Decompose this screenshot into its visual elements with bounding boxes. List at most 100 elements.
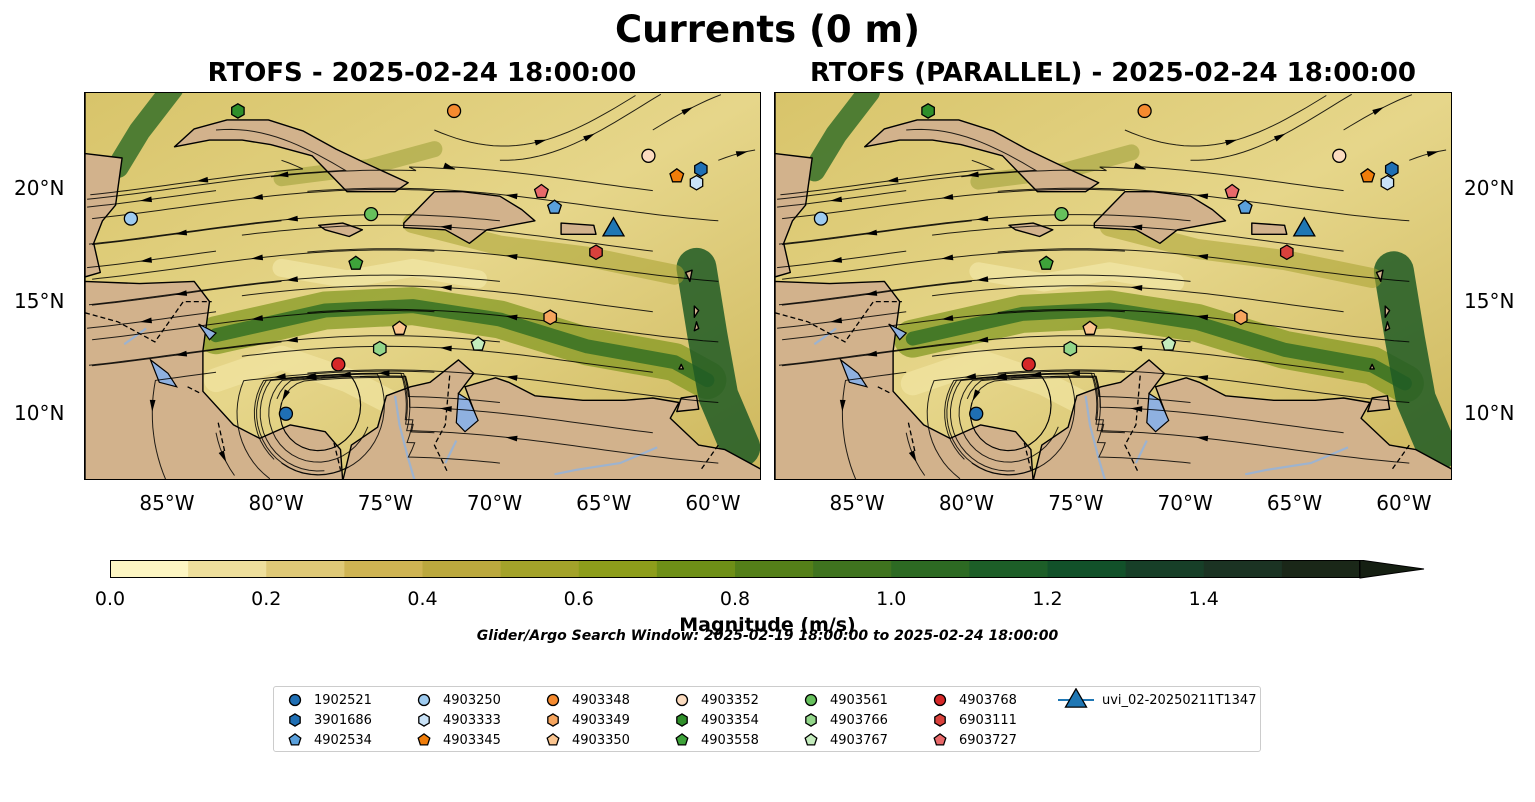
legend-marker[interactable] bbox=[675, 693, 689, 707]
float-marker-4903766[interactable] bbox=[1063, 340, 1078, 357]
legend-marker[interactable] bbox=[934, 713, 946, 727]
legend-label: 1902521 bbox=[314, 692, 372, 708]
float-marker-1902521[interactable] bbox=[969, 406, 984, 421]
circle-marker-icon bbox=[417, 693, 431, 707]
legend-marker[interactable] bbox=[546, 733, 560, 746]
legend-marker[interactable] bbox=[417, 733, 431, 746]
streamlines bbox=[87, 93, 756, 479]
country-border bbox=[85, 300, 212, 343]
legend-marker[interactable] bbox=[417, 693, 431, 707]
river bbox=[1134, 440, 1148, 464]
legend-label: 4903352 bbox=[701, 692, 759, 708]
search-window-note: Glider/Argo Search Window: 2025-02-19 18… bbox=[476, 628, 1059, 644]
float-marker-4902534[interactable] bbox=[546, 199, 563, 214]
country-border bbox=[1391, 444, 1410, 471]
float-marker-4903348[interactable] bbox=[1137, 103, 1152, 119]
float-marker-uvi_02-20250211T1347[interactable] bbox=[1292, 216, 1316, 237]
legend-item: 4903768 bbox=[929, 690, 1017, 710]
float-marker-6903727[interactable] bbox=[1224, 183, 1240, 199]
float-marker-3901686[interactable] bbox=[694, 161, 708, 178]
float-marker-4903561[interactable] bbox=[363, 206, 379, 222]
legend-label: 4903766 bbox=[830, 712, 888, 728]
float-marker-4903766[interactable] bbox=[372, 340, 387, 357]
float-marker-4903345[interactable] bbox=[1360, 167, 1376, 183]
legend-marker[interactable] bbox=[1064, 688, 1088, 708]
float-marker-4903333[interactable] bbox=[689, 174, 704, 191]
lat-tick-label: 10°N bbox=[1464, 400, 1515, 425]
float-marker-4903333[interactable] bbox=[1380, 174, 1395, 191]
float-marker-4903345[interactable] bbox=[669, 167, 685, 183]
float-marker-4903348[interactable] bbox=[446, 103, 462, 119]
legend-marker[interactable] bbox=[547, 713, 559, 727]
float-marker-4903354[interactable] bbox=[231, 103, 245, 119]
float-marker-4903768[interactable] bbox=[1021, 357, 1036, 372]
map-canvas bbox=[85, 93, 760, 479]
float-marker-6903111[interactable] bbox=[589, 244, 603, 261]
float-marker-4903352[interactable] bbox=[641, 148, 656, 163]
colorbar-swatch bbox=[969, 560, 1048, 578]
legend-marker[interactable] bbox=[804, 733, 818, 746]
land bbox=[775, 93, 813, 479]
float-marker-6903111[interactable] bbox=[1279, 244, 1294, 261]
colorbar-swatch bbox=[422, 560, 502, 578]
colorbar-swatch bbox=[344, 560, 423, 578]
legend-marker[interactable] bbox=[289, 713, 301, 727]
lon-tick-label: 70°W bbox=[466, 491, 523, 515]
legend-marker[interactable] bbox=[288, 693, 302, 707]
river bbox=[1244, 446, 1349, 476]
legend-label: 3901686 bbox=[314, 712, 372, 728]
colorbar-swatch bbox=[500, 560, 580, 578]
float-marker-4903250[interactable] bbox=[813, 211, 829, 226]
legend-marker[interactable] bbox=[676, 713, 688, 727]
legend-marker[interactable] bbox=[418, 713, 430, 727]
float-marker-uvi_02-20250211T1347[interactable] bbox=[601, 216, 626, 237]
river bbox=[1084, 395, 1106, 479]
legend-label: 4903348 bbox=[572, 692, 630, 708]
float-marker-4903354[interactable] bbox=[921, 103, 935, 119]
float-marker-4903250[interactable] bbox=[123, 211, 139, 226]
float-marker-1902521[interactable] bbox=[278, 406, 294, 421]
map-panel-rtofs-parallel[interactable] bbox=[774, 92, 1452, 480]
float-marker-3901686[interactable] bbox=[1384, 161, 1399, 178]
colorbar-swatch bbox=[1281, 560, 1361, 578]
float-marker-4903349[interactable] bbox=[543, 309, 558, 326]
legend-label: 4903349 bbox=[572, 712, 630, 728]
float-marker-4903350[interactable] bbox=[391, 320, 408, 335]
float-marker-4903768[interactable] bbox=[331, 357, 346, 372]
legend-marker[interactable] bbox=[804, 693, 818, 707]
float-marker-6903727[interactable] bbox=[533, 183, 549, 199]
lake bbox=[149, 358, 179, 388]
country-border bbox=[877, 386, 892, 395]
colorbar bbox=[110, 559, 1430, 580]
map-panel-rtofs[interactable] bbox=[84, 92, 761, 480]
float-marker-4902534[interactable] bbox=[1237, 199, 1253, 214]
land bbox=[693, 321, 700, 332]
float-marker-4903558[interactable] bbox=[1038, 255, 1054, 270]
legend-marker[interactable] bbox=[805, 713, 817, 727]
float-marker-4903349[interactable] bbox=[1234, 309, 1248, 326]
hexagon-marker-icon bbox=[676, 713, 688, 727]
legend-label: 4903558 bbox=[701, 732, 759, 748]
float-marker-4903558[interactable] bbox=[348, 255, 364, 270]
float-marker-4903350[interactable] bbox=[1082, 320, 1098, 335]
float-marker-4903767[interactable] bbox=[470, 336, 486, 351]
land bbox=[684, 269, 693, 283]
legend-item: 4903250 bbox=[413, 690, 501, 710]
float-marker-4903352[interactable] bbox=[1332, 148, 1347, 163]
colorbar-tick-label: 1.0 bbox=[876, 588, 907, 610]
float-marker-4903767[interactable] bbox=[1161, 336, 1177, 351]
country-border bbox=[907, 422, 916, 452]
legend-label: 4903345 bbox=[443, 732, 501, 748]
float-markers bbox=[123, 103, 708, 421]
legend-marker[interactable] bbox=[933, 693, 947, 707]
float-marker-4903561[interactable] bbox=[1054, 206, 1069, 222]
figure-title: Currents (0 m) bbox=[614, 8, 920, 51]
legend-marker[interactable] bbox=[933, 733, 947, 746]
hexagon-marker-icon bbox=[805, 713, 817, 727]
legend-item: 4902534 bbox=[284, 730, 372, 750]
pentagon-marker-icon bbox=[546, 733, 560, 746]
legend-marker[interactable] bbox=[546, 693, 560, 707]
legend-marker[interactable] bbox=[675, 733, 689, 746]
legend-marker[interactable] bbox=[288, 733, 302, 746]
land bbox=[678, 363, 685, 370]
